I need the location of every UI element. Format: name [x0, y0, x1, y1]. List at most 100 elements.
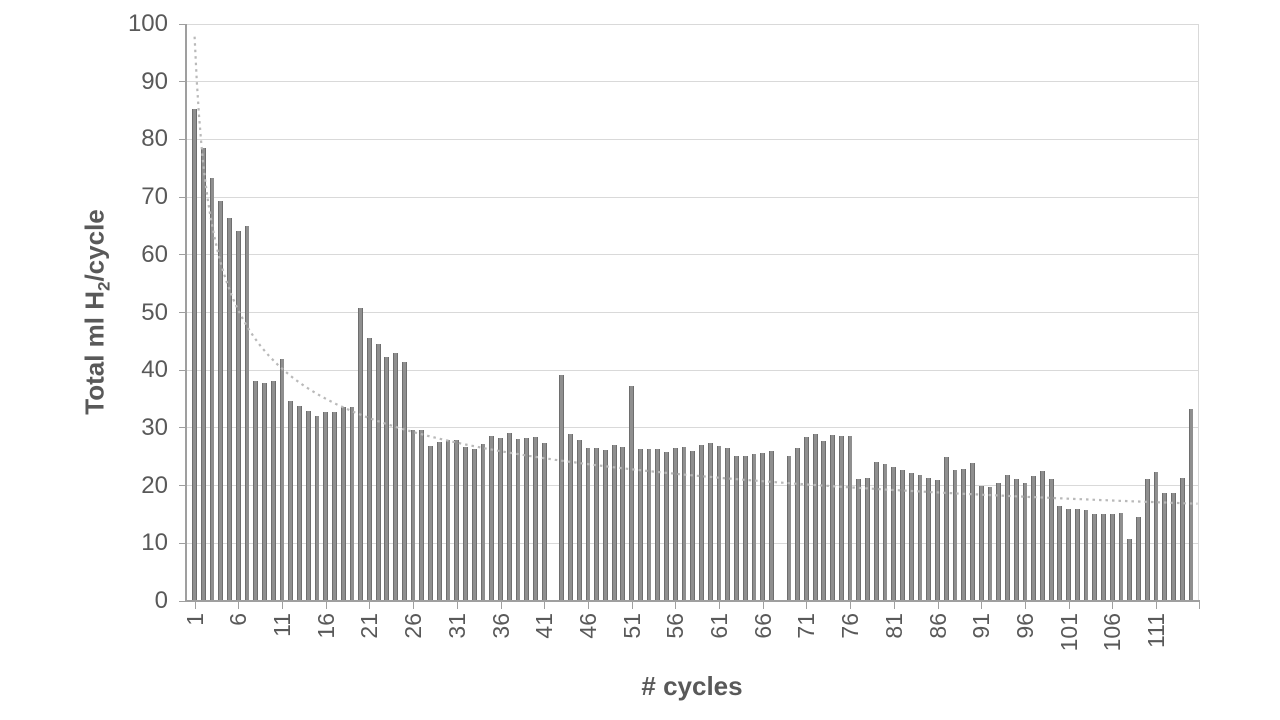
bar-cycle-82	[900, 470, 905, 601]
y-tick-label-20: 20	[141, 471, 168, 499]
plot-border-right	[1198, 24, 1199, 601]
bar-cycle-55	[664, 452, 669, 601]
x-tick-91	[981, 601, 983, 609]
x-tick-label-101: 101	[1055, 613, 1082, 652]
bar-cycle-24	[393, 353, 399, 601]
bar-cycle-98	[1039, 470, 1045, 601]
bar-cycle-32	[463, 446, 468, 601]
bar-cycle-59	[699, 445, 704, 601]
bar-cycle-67	[769, 450, 774, 601]
bar-cycle-22	[375, 344, 381, 601]
bar-cycle-70	[795, 448, 801, 601]
x-tick-26	[413, 601, 415, 609]
x-tick-96	[1024, 601, 1026, 609]
x-tick-111	[1156, 601, 1157, 609]
bar-cycle-76	[847, 435, 853, 601]
bar-cycle-58	[690, 450, 696, 601]
bar-cycle-114	[1179, 477, 1185, 601]
gridline-80	[186, 138, 1199, 140]
x-tick-label-6: 6	[225, 613, 252, 626]
x-tick-label-31: 31	[443, 613, 470, 639]
bar-cycle-62	[725, 448, 731, 601]
bar-cycle-79	[873, 461, 879, 601]
bar-cycle-6	[235, 231, 241, 601]
x-tick-label-26: 26	[400, 613, 427, 639]
trendline-layer	[193, 36, 1198, 505]
bar-cycle-47	[594, 447, 600, 601]
y-tick-70	[179, 196, 186, 198]
x-tick-106	[1112, 601, 1114, 609]
gridline-90	[186, 81, 1199, 83]
y-tick-20	[179, 485, 186, 487]
bar-cycle-90	[970, 462, 975, 601]
bar-cycle-15	[314, 415, 320, 601]
x-tick-41	[544, 601, 546, 609]
bar-cycle-104	[1092, 514, 1098, 601]
bar-cycle-31	[454, 440, 460, 601]
y-tick-label-10: 10	[141, 529, 168, 557]
bar-cycle-84	[917, 475, 923, 601]
bar-cycle-14	[305, 411, 311, 601]
x-tick-label-56: 56	[662, 613, 689, 639]
x-tick-label-66: 66	[749, 613, 776, 639]
y-tick-label-60: 60	[141, 240, 168, 268]
y-axis-line	[185, 24, 187, 602]
y-tick-label-40: 40	[141, 356, 168, 384]
bar-cycle-25	[401, 362, 407, 601]
x-tick-66	[762, 601, 764, 609]
x-tick-46	[587, 601, 589, 609]
x-axis-title-text: # cycles	[641, 671, 743, 701]
bar-cycle-4	[218, 200, 224, 601]
bar-cycle-80	[882, 464, 888, 601]
bar-cycle-108	[1127, 539, 1133, 601]
x-tick-76	[850, 601, 852, 609]
bar-cycle-40	[533, 436, 538, 601]
bar-cycle-100	[1057, 506, 1063, 601]
bar-cycle-93	[996, 483, 1002, 601]
x-tick-101	[1068, 601, 1070, 609]
bar-cycle-10	[270, 380, 276, 601]
bar-cycle-9	[262, 382, 267, 601]
bar-cycle-103	[1083, 510, 1089, 601]
bar-cycle-52	[637, 448, 643, 601]
bar-cycle-21	[367, 337, 372, 601]
x-tick-81	[893, 601, 895, 609]
bar-cycle-75	[838, 435, 844, 601]
bar-cycle-18	[340, 407, 346, 601]
bar-cycle-27	[419, 430, 425, 601]
x-tick-label-61: 61	[706, 613, 732, 639]
y-tick-50	[179, 312, 186, 313]
x-tick-label-36: 36	[487, 613, 514, 639]
bar-cycle-43	[559, 375, 565, 601]
x-tick-11	[282, 601, 283, 609]
bar-cycle-39	[524, 438, 530, 601]
y-tick-label-0: 0	[154, 587, 168, 614]
x-tick-label-51: 51	[618, 613, 645, 639]
bar-cycle-85	[926, 478, 932, 601]
bar-cycle-56	[672, 448, 678, 601]
gridline-40	[186, 369, 1199, 371]
bar-cycle-112	[1162, 492, 1168, 601]
gridline-60	[186, 254, 1199, 256]
bar-cycle-72	[812, 434, 818, 601]
bar-cycle-57	[681, 446, 687, 601]
x-axis-title: # cycles	[0, 671, 1280, 702]
x-tick-label-71: 71	[793, 613, 820, 639]
bar-cycle-88	[952, 470, 958, 601]
x-tick-label-21: 21	[356, 613, 383, 639]
x-tick-36	[500, 601, 502, 609]
bar-cycle-23	[384, 356, 390, 601]
bar-cycle-1	[192, 109, 197, 601]
x-tick-label-91: 91	[968, 613, 995, 639]
bar-cycle-92	[987, 487, 993, 601]
x-tick-label-76: 76	[837, 613, 864, 639]
gridline-30	[186, 427, 1199, 429]
gridline-50	[186, 312, 1199, 313]
x-tick-label-111: 111	[1143, 613, 1169, 648]
bar-cycle-46	[585, 447, 591, 601]
bar-cycle-107	[1118, 512, 1124, 601]
bar-cycle-64	[742, 455, 748, 601]
y-tick-label-90: 90	[141, 67, 168, 95]
x-tick-21	[369, 601, 371, 609]
x-tick-label-106: 106	[1099, 613, 1126, 652]
